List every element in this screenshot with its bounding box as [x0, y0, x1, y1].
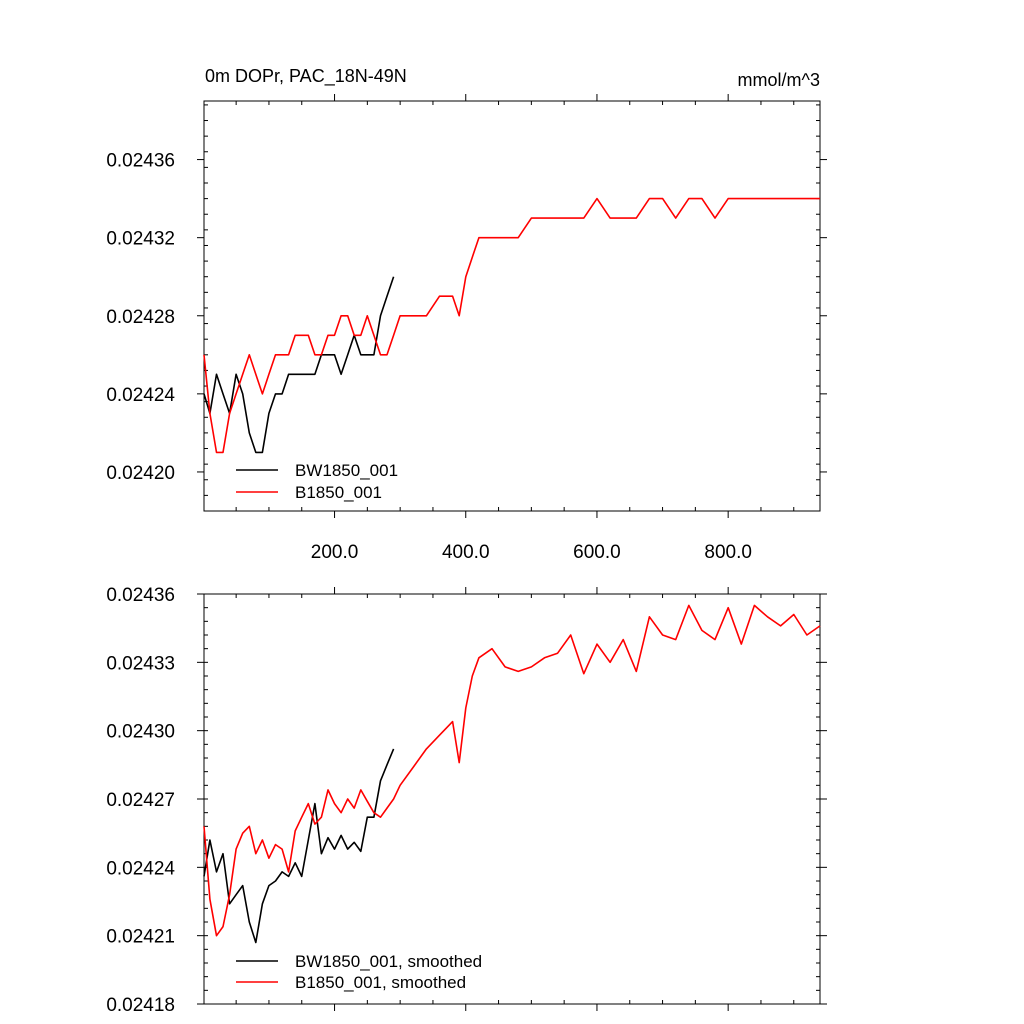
- y-tick-label: 0.02433: [106, 653, 175, 674]
- bottom-legend: BW1850_001, smoothed B1850_001, smoothed: [236, 952, 482, 992]
- x-tick-label: 600.0: [573, 542, 621, 563]
- series-line-b1850-001-smoothed: [203, 604, 821, 937]
- bottom-axis-ticks: 0.02418 0.02421 0.02424 0.02427 0.02430 0.024…: [106, 585, 827, 1016]
- y-tick-label: 0.02428: [106, 307, 175, 328]
- top-legend: BW1850_001 B1850_001: [236, 461, 398, 502]
- top-series-group: [203, 197, 820, 454]
- y-tick-label: 0.02430: [106, 722, 175, 743]
- series-line-bw1850-001: [203, 276, 395, 454]
- y-tick-label: 0.02427: [106, 790, 175, 811]
- x-tick-label: 200.0: [311, 542, 359, 563]
- y-tick-label: 0.02420: [106, 463, 175, 484]
- legend-label-b1850: B1850_001: [295, 483, 382, 502]
- y-tick-label: 0.02432: [106, 229, 175, 250]
- top-axis-ticks: 0.02420 0.02424 0.02428 0.02432 0.02436 200.0…: [106, 94, 827, 563]
- y-tick-label: 0.02436: [106, 585, 175, 606]
- y-tick-label: 0.02424: [106, 858, 175, 879]
- series-line-b1850-001: [203, 197, 820, 454]
- y-tick-label: 0.02424: [106, 385, 175, 406]
- x-tick-label: 800.0: [704, 542, 752, 563]
- y-tick-label: 0.02421: [106, 927, 175, 948]
- units-label: mmol/m^3: [738, 70, 820, 90]
- legend-label-bw1850: BW1850_001: [295, 461, 398, 480]
- x-tick-label: 400.0: [442, 542, 490, 563]
- legend-label-b1850-smoothed: B1850_001, smoothed: [295, 973, 466, 992]
- chart-title: 0m DOPr, PAC_18N-49N: [205, 66, 407, 87]
- y-tick-label: 0.02436: [106, 151, 175, 172]
- bottom-series-group: [203, 604, 821, 944]
- series-line-bw1850-001-smoothed: [203, 748, 395, 944]
- y-tick-label: 0.02418: [106, 995, 175, 1016]
- bottom-plot-frame: [203, 593, 821, 1005]
- top-plot-frame: [203, 100, 821, 512]
- legend-label-bw1850-smoothed: BW1850_001, smoothed: [295, 952, 482, 971]
